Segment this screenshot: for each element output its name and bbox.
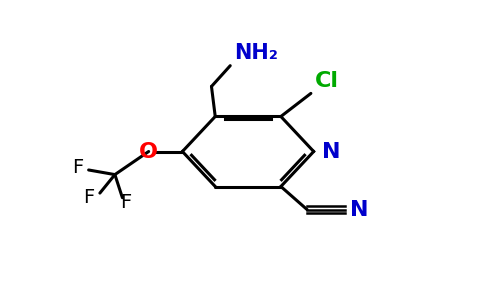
Text: O: O (139, 142, 158, 161)
Text: Cl: Cl (315, 71, 339, 91)
Text: F: F (121, 193, 132, 212)
Text: N: N (322, 142, 340, 161)
Text: NH₂: NH₂ (234, 44, 278, 63)
Text: N: N (350, 200, 369, 220)
Text: F: F (72, 158, 83, 177)
Text: F: F (83, 188, 94, 207)
